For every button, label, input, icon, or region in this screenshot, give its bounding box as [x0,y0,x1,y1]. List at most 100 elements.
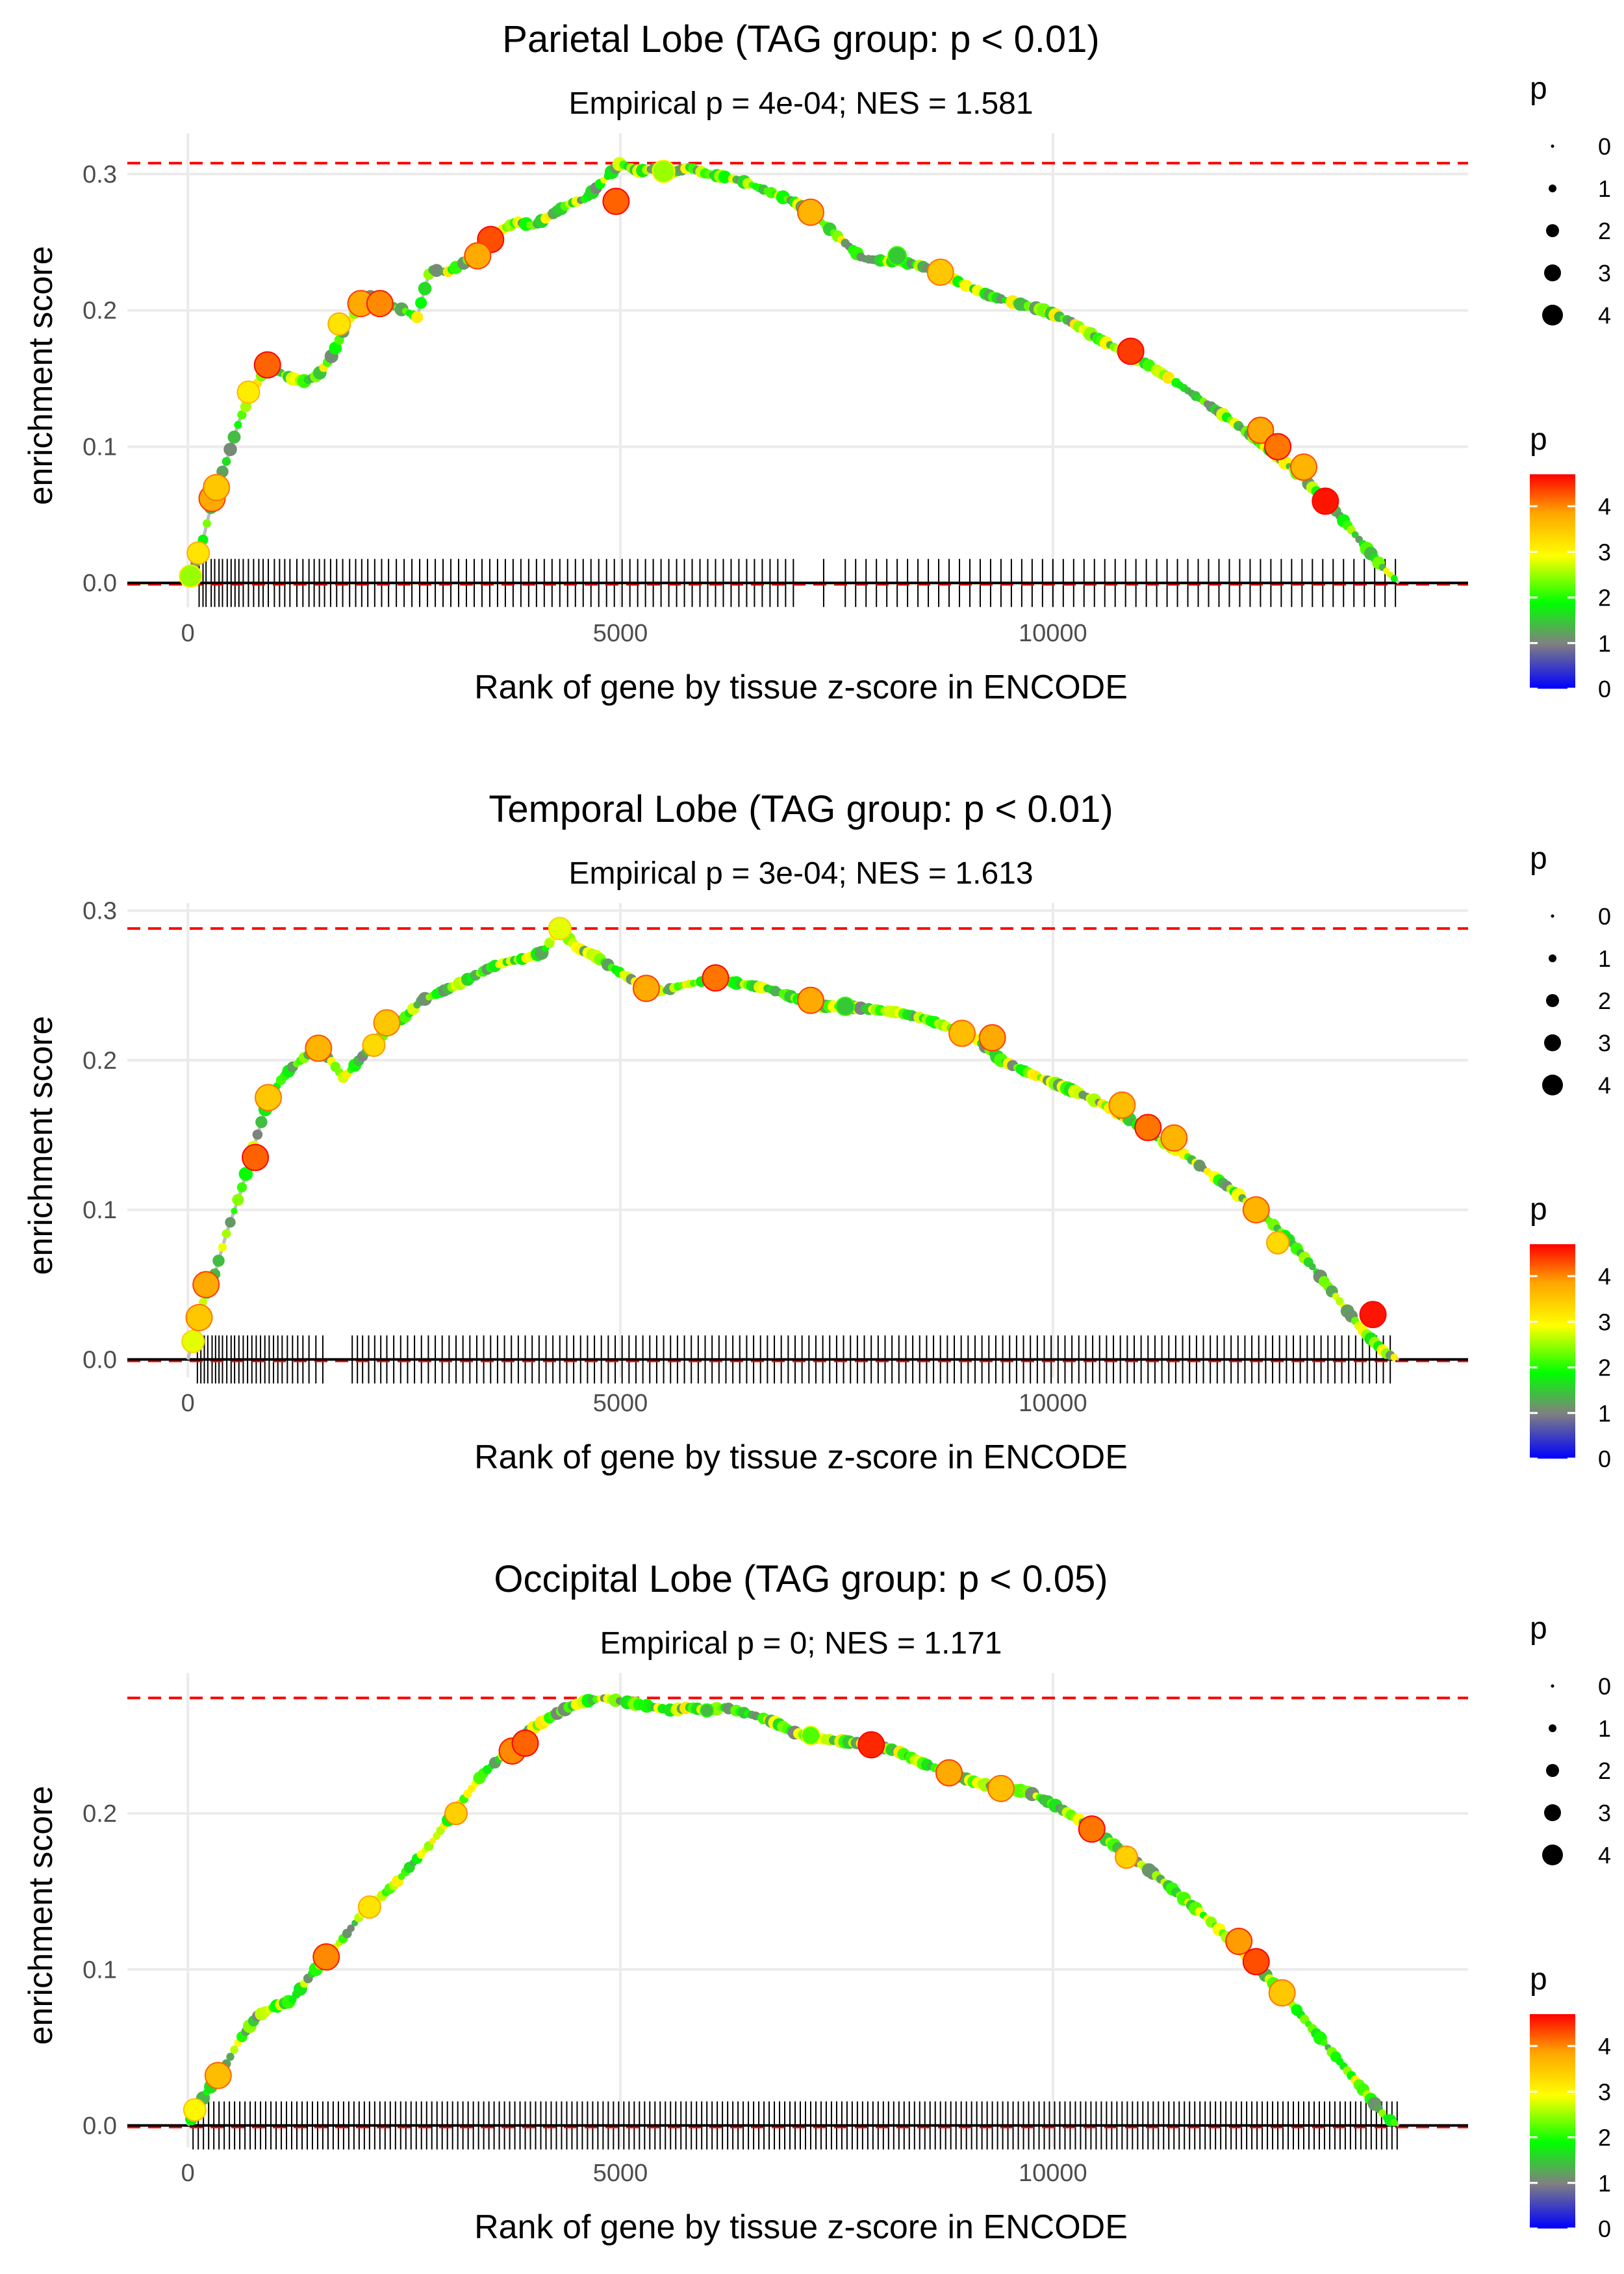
curve-marker [429,1837,437,1845]
data-points [181,917,1387,1353]
data-point [1078,1815,1106,1843]
color-legend-label: 2 [1598,2125,1611,2151]
curve-marker [1308,1263,1316,1270]
size-legend-label: 4 [1598,302,1611,329]
size-legend-title: p [1530,841,1547,876]
color-legend-label: 3 [1598,539,1611,565]
size-legend-label: 2 [1598,218,1611,244]
curve-marker [1390,574,1398,582]
plot-area: 0 5000 10000 0.0 0.1 0.2 0.3 [82,133,1468,647]
data-point [305,1034,333,1062]
data-point [327,312,351,336]
x-tick-label: 5000 [593,620,648,647]
size-legend-label: 1 [1598,175,1611,202]
color-legend-title: p [1530,1962,1547,1997]
size-legend-label: 4 [1598,1072,1611,1099]
curve-marker [236,1182,247,1193]
y-axis-label: enrichment score [22,246,60,505]
y-tick-label: 0.1 [82,1956,117,1984]
data-point [1160,1124,1188,1152]
size-legend: p 0 1 2 3 4 [1530,71,1611,329]
curve-markers [184,157,1398,582]
curve-marker [418,281,432,296]
data-point [857,1731,885,1759]
curve-marker [203,519,211,528]
data-point [1134,1114,1162,1142]
size-legend-label: 0 [1598,133,1611,160]
color-legend: p 0 1 2 3 4 [1530,1962,1611,2242]
y-tick-label: 0.2 [82,298,117,325]
curve-marker [1321,2039,1328,2047]
data-point [511,1730,539,1757]
color-legend-label: 1 [1598,1400,1611,1427]
x-tick-label: 0 [181,2160,195,2187]
x-tick-label: 10000 [1019,2160,1087,2187]
panel-occipital: Occipital Lobe (TAG group: p < 0.05) Emp… [22,1558,1611,2246]
data-point [702,964,730,992]
size-legend-dot [1546,224,1559,237]
curve-marker [234,420,242,429]
size-legend-dot [1551,144,1554,148]
x-tick-label: 10000 [1019,1390,1087,1417]
curve-marker [415,297,427,309]
curve-marker [252,1129,263,1140]
data-points [183,1703,1296,2122]
chart-subtitle: Empirical p = 3e-04; NES = 1.613 [568,856,1033,891]
color-legend-label: 1 [1598,2170,1611,2197]
color-legend: p 0 1 2 3 4 [1530,1192,1611,1472]
y-tick-label: 0.2 [82,1047,117,1075]
data-point [1359,1301,1387,1329]
curve-marker [1390,2119,1398,2127]
size-legend-label: 3 [1598,1800,1611,1826]
x-axis-label: Rank of gene by tissue z-score in ENCODE [474,669,1128,706]
size-legend: p 0 1 2 3 4 [1530,1611,1611,1869]
size-legend-dot [1551,914,1554,918]
data-point [242,1143,270,1171]
chart-title: Temporal Lobe (TAG group: p < 0.01) [488,788,1113,830]
data-point [1225,1928,1253,1956]
y-tick-label: 0.0 [82,570,117,597]
data-point [185,1303,213,1331]
y-tick-label: 0.2 [82,1800,117,1828]
size-legend-label: 1 [1598,945,1611,972]
data-point [796,198,824,226]
size-legend-dot [1544,264,1561,281]
size-legend-dot [1542,1845,1563,1865]
size-legend-label: 3 [1598,1030,1611,1056]
color-legend-title: p [1530,422,1547,457]
data-point [1117,337,1145,365]
data-point [183,2098,207,2122]
enrichment-curve [186,161,1401,585]
curve-marker [1390,1353,1398,1361]
plot-area: 0 5000 10000 0.0 0.1 0.2 0.3 [82,898,1468,1417]
size-legend-dot [1549,954,1556,962]
data-point [1312,487,1339,515]
data-point [796,986,824,1014]
data-point [373,1009,401,1037]
y-axis-label: enrichment score [22,1786,60,2045]
size-legend-dot [1549,1724,1556,1732]
x-axis-label: Rank of gene by tissue z-score in ENCODE [474,2208,1128,2246]
size-legend-label: 2 [1598,988,1611,1014]
curve-marker [226,2052,235,2061]
data-point [548,917,572,941]
chart-subtitle: Empirical p = 4e-04; NES = 1.581 [568,86,1033,121]
curve-marker [212,1255,225,1267]
curve-marker [222,457,231,466]
data-point [236,380,260,404]
curve-marker [238,1167,253,1181]
data-point [186,541,210,565]
color-legend-label: 3 [1598,2078,1611,2105]
curve-marker [255,1116,268,1129]
color-bar [1530,2014,1575,2229]
y-tick-label: 0.3 [82,161,117,188]
data-point [800,1726,820,1746]
color-legend-label: 4 [1598,1263,1611,1290]
data-point [1247,416,1275,444]
size-legend-dot [1544,1804,1561,1821]
curve-marker [222,1229,231,1238]
size-legend-title: p [1530,1611,1547,1646]
chart-title: Parietal Lobe (TAG group: p < 0.01) [502,18,1099,60]
curve-marker [225,1217,236,1228]
chart-title: Occipital Lobe (TAG group: p < 0.05) [494,1558,1108,1600]
